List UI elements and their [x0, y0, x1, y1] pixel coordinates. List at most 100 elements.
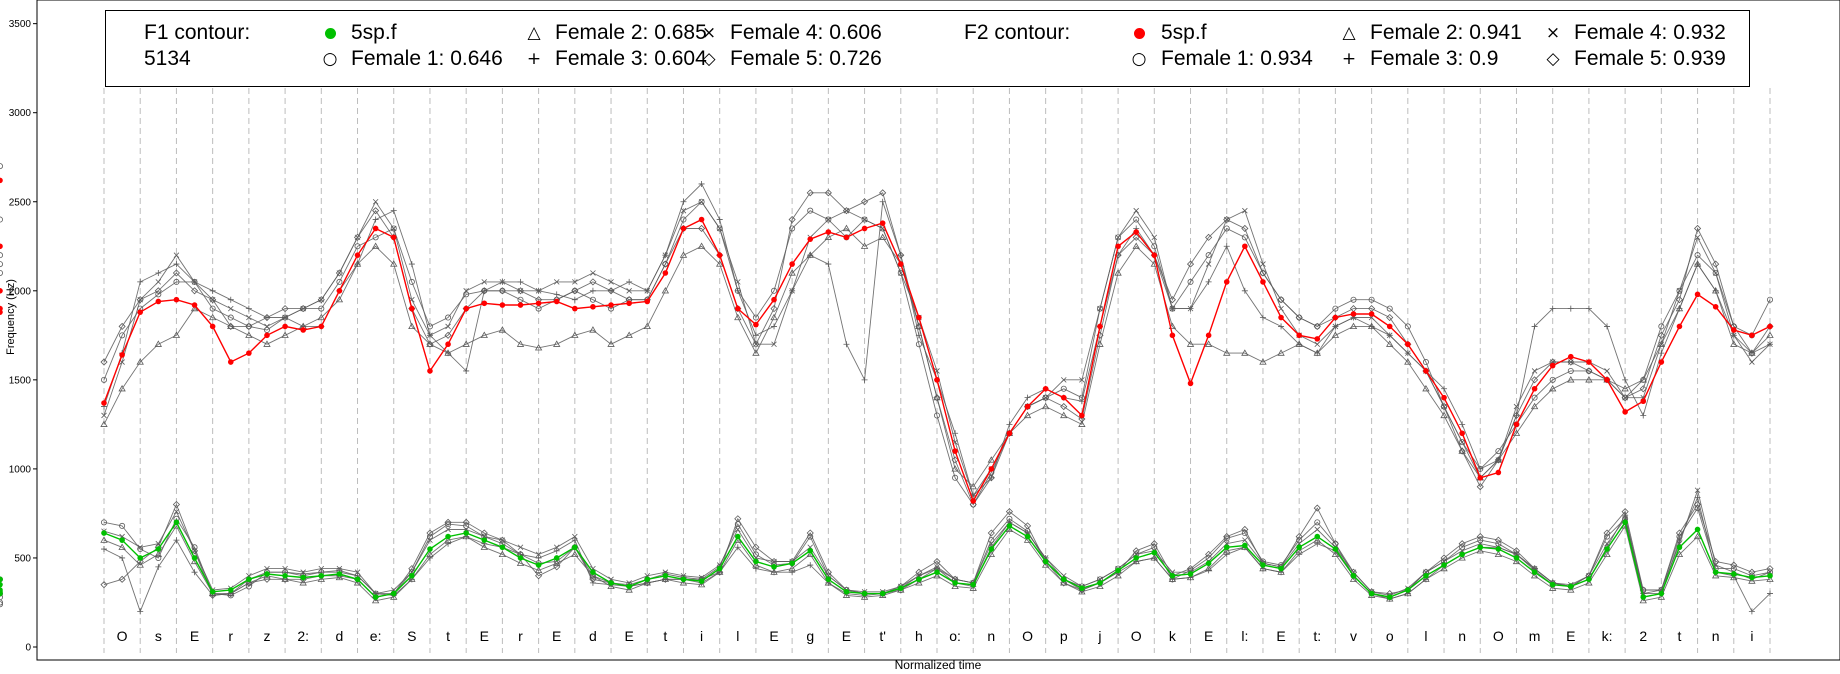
data-point — [697, 242, 706, 249]
data-point — [1115, 567, 1121, 574]
data-point — [1223, 225, 1230, 232]
data-point — [1405, 341, 1411, 348]
data-point — [1223, 243, 1230, 250]
data-point — [1060, 377, 1067, 383]
data-point — [1205, 560, 1212, 567]
data-point — [390, 260, 398, 267]
data-point — [155, 269, 162, 276]
data-point — [752, 314, 759, 321]
data-point — [318, 572, 325, 579]
segment-label: t — [446, 628, 450, 644]
data-point — [1205, 278, 1212, 285]
segment-label: j — [1097, 628, 1101, 644]
segment-label: t — [663, 628, 667, 644]
data-point — [1621, 394, 1629, 402]
data-point — [1423, 368, 1429, 374]
data-point — [1675, 529, 1684, 537]
segment-label: t: — [1313, 628, 1321, 644]
y-tick-label: 3000 — [9, 108, 32, 119]
data-point — [1458, 540, 1466, 548]
data-point — [137, 278, 144, 285]
data-point — [951, 582, 959, 590]
segment-label: k — [1169, 628, 1177, 644]
legend-f1-female4: Female 4: 0.606 — [730, 21, 882, 44]
data-point — [1441, 394, 1447, 401]
data-point — [572, 279, 578, 285]
data-point — [191, 569, 198, 576]
data-point — [445, 540, 452, 547]
data-point — [498, 536, 506, 544]
data-point — [1278, 305, 1284, 312]
segment-label: O — [1131, 628, 1142, 644]
segment-label: E — [1204, 628, 1213, 644]
data-point — [735, 305, 741, 312]
data-point — [408, 565, 416, 573]
data-point — [1658, 359, 1665, 365]
data-point — [644, 298, 651, 305]
data-point — [281, 331, 289, 338]
data-point — [1477, 544, 1484, 551]
data-point — [1585, 305, 1592, 312]
data-point — [1314, 350, 1321, 357]
data-point — [1259, 314, 1266, 321]
data-point — [0, 576, 3, 583]
data-point — [860, 593, 869, 600]
data-point — [1767, 323, 1773, 330]
data-point — [1205, 261, 1212, 267]
data-point — [101, 519, 108, 526]
data-point — [716, 252, 723, 258]
data-point — [1005, 525, 1014, 533]
data-point — [463, 530, 469, 536]
data-point — [517, 302, 524, 308]
data-point — [427, 332, 433, 339]
data-point — [1205, 252, 1212, 259]
data-point — [1313, 322, 1321, 330]
data-point — [1079, 377, 1085, 383]
data-point — [299, 305, 307, 313]
data-point — [662, 572, 669, 579]
data-point — [716, 568, 724, 576]
data-point — [336, 571, 343, 577]
data-point — [137, 309, 144, 315]
data-point — [1242, 542, 1248, 549]
data-point — [553, 547, 560, 554]
data-point — [517, 544, 524, 551]
data-point — [1440, 554, 1448, 562]
data-point — [282, 572, 288, 579]
data-point — [498, 550, 507, 557]
segment-label: g — [806, 628, 814, 644]
data-point — [626, 300, 632, 307]
data-point — [680, 207, 687, 214]
data-point — [626, 278, 633, 285]
data-point — [354, 243, 361, 250]
data-point — [100, 420, 108, 427]
data-point — [589, 571, 597, 579]
data-point — [1223, 349, 1231, 356]
data-point — [680, 216, 687, 223]
segment-label: E — [624, 628, 633, 644]
data-point — [481, 300, 488, 307]
data-point — [680, 225, 687, 232]
data-point — [172, 500, 181, 509]
data-point — [498, 287, 506, 295]
data-point — [952, 580, 958, 586]
data-point — [1097, 305, 1103, 312]
data-point — [227, 305, 234, 312]
data-point — [1060, 402, 1068, 411]
data-point — [119, 537, 125, 543]
data-point — [318, 565, 325, 572]
data-point — [1603, 550, 1611, 557]
y-tick-label: 3500 — [9, 19, 32, 30]
data-point — [227, 590, 235, 598]
data-point — [1006, 421, 1013, 428]
data-point — [1476, 483, 1484, 491]
data-point — [1748, 349, 1756, 357]
data-point — [607, 340, 615, 347]
data-point — [227, 359, 234, 365]
data-point — [227, 587, 234, 593]
data-point — [1621, 508, 1629, 516]
data-point — [697, 580, 706, 588]
data-point — [336, 278, 343, 285]
data-point — [1459, 551, 1465, 558]
data-point — [318, 323, 325, 330]
